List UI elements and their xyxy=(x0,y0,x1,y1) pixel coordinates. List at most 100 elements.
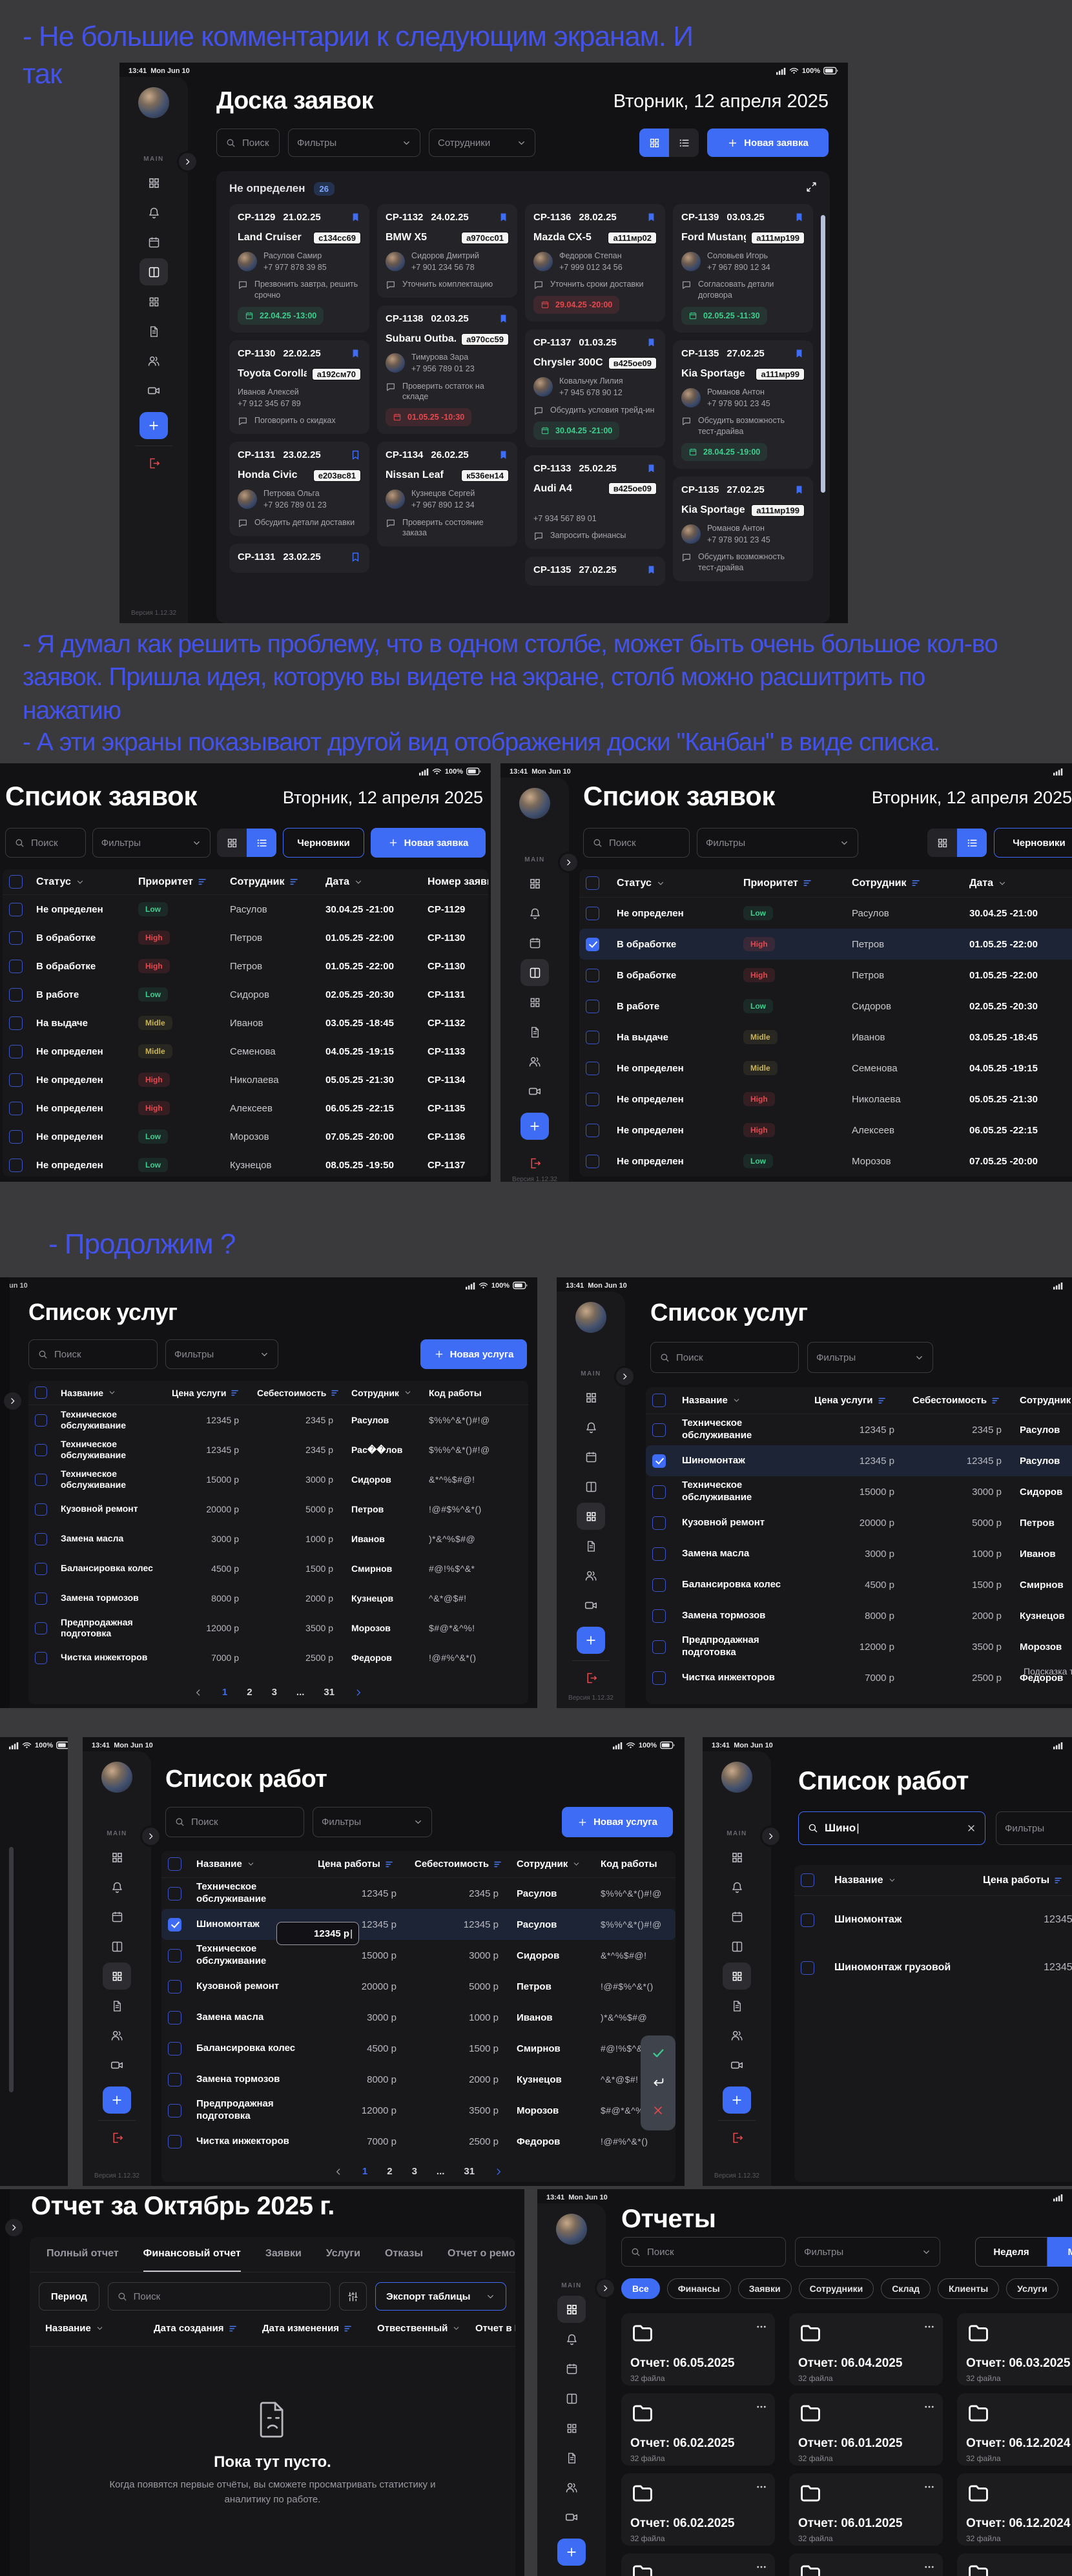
pagination-next[interactable] xyxy=(494,2167,503,2176)
request-row[interactable]: Не определен Low Кузнецов 08.05.25 -19:5… xyxy=(3,1151,488,1177)
bookmark-icon[interactable] xyxy=(350,348,361,362)
row-checkbox[interactable] xyxy=(652,1640,666,1654)
column-header-status[interactable]: Статус xyxy=(617,878,743,889)
clear-search-button[interactable] xyxy=(966,1823,976,1833)
card-menu-button[interactable] xyxy=(923,2321,935,2336)
report-folder-card-partial[interactable] xyxy=(789,2553,943,2576)
sidebar-item-video[interactable] xyxy=(103,2052,131,2079)
filters-dropdown[interactable]: Фильтры xyxy=(697,828,858,858)
filter-settings-button[interactable] xyxy=(339,2282,367,2311)
filter-chip[interactable]: Склад xyxy=(881,2278,931,2299)
row-checkbox[interactable] xyxy=(35,1473,47,1486)
logout-button[interactable] xyxy=(723,2125,751,2150)
sidebar-expand-button[interactable] xyxy=(762,1828,779,1845)
row-checkbox[interactable] xyxy=(9,931,23,945)
logout-button[interactable] xyxy=(521,1150,549,1176)
service-row[interactable]: Предпродажная подготовка 12000 р 3500 р … xyxy=(28,1613,528,1643)
sidebar-item-calendar[interactable] xyxy=(103,1903,131,1930)
pagination-page[interactable]: ... xyxy=(436,2166,445,2177)
sidebar-item-apps[interactable] xyxy=(103,1963,131,1990)
column-header-name[interactable]: Название xyxy=(834,1875,983,1886)
sidebar-item-notifications[interactable] xyxy=(139,199,168,226)
report-folder-card[interactable]: Отчет: 06.04.2025 32 файла xyxy=(789,2313,943,2385)
bookmark-icon[interactable] xyxy=(350,449,361,463)
sidebar-item-documents[interactable] xyxy=(139,318,168,345)
column-header-employee[interactable]: Сотрудник xyxy=(517,1859,601,1870)
row-checkbox[interactable] xyxy=(35,1622,47,1634)
request-card[interactable]: СР-1129 21.02.25 Land Cruiser с134сс69 Рас… xyxy=(229,204,369,333)
sidebar-expand-button[interactable] xyxy=(4,1392,21,1410)
pagination-page[interactable]: 3 xyxy=(271,1687,277,1698)
drafts-button[interactable]: Черновики xyxy=(283,828,364,858)
search-input[interactable]: Поиск xyxy=(165,1807,304,1837)
row-checkbox[interactable] xyxy=(35,1443,47,1456)
sidebar-item-dashboard[interactable] xyxy=(521,870,549,897)
sidebar-add-button[interactable] xyxy=(577,1627,605,1654)
column-header-employee[interactable]: Сотрудник xyxy=(852,878,969,889)
sidebar-item-notifications[interactable] xyxy=(103,1873,131,1901)
bookmark-icon[interactable] xyxy=(794,348,805,362)
pagination-page[interactable]: 3 xyxy=(411,2166,417,2177)
search-input[interactable]: Поиск xyxy=(621,2237,786,2267)
column-header-employee[interactable]: Сотрудник xyxy=(351,1388,429,1398)
row-checkbox[interactable] xyxy=(35,1592,47,1605)
search-input[interactable]: Поиск xyxy=(216,129,280,157)
cancel-button[interactable] xyxy=(652,2104,665,2120)
request-row[interactable]: Не определен Low Морозов 07.05.25 -20:00… xyxy=(579,1146,1072,1177)
column-header-name[interactable]: Название xyxy=(61,1388,172,1398)
service-row[interactable]: Кузовной ремонт 20000 р 5000 р Петров !@… xyxy=(646,1507,1072,1538)
sidebar-item-clients[interactable] xyxy=(577,1562,605,1589)
sidebar-add-button[interactable] xyxy=(723,2087,751,2114)
row-checkbox[interactable] xyxy=(9,902,23,916)
pagination-page[interactable]: 31 xyxy=(464,2166,475,2177)
card-menu-button[interactable] xyxy=(923,2561,935,2576)
bookmark-icon[interactable] xyxy=(794,212,805,225)
work-row[interactable]: Замена масла 3000 р 1000 р Иванов )*&^%$… xyxy=(161,2002,675,2033)
service-row[interactable]: Замена масла 3000 р 1000 р Иванов )*&^%$… xyxy=(28,1524,528,1554)
sidebar-item-kanban[interactable] xyxy=(557,2385,586,2412)
row-checkbox[interactable] xyxy=(652,1671,666,1685)
row-checkbox[interactable] xyxy=(9,1073,23,1087)
service-row[interactable]: Предпродажная подготовка 12000 р 3500 р … xyxy=(646,1631,1072,1662)
column-header-name[interactable]: Название xyxy=(45,2323,154,2334)
scrollbar[interactable] xyxy=(821,215,825,493)
request-row[interactable]: Не определен Low Морозов 07.05.25 -20:00… xyxy=(3,1122,488,1151)
service-row[interactable]: Замена масла 3000 р 1000 р Иванов )*&^%$… xyxy=(646,1538,1072,1569)
report-folder-card[interactable]: Отчет: 06.05.2025 32 файла xyxy=(621,2313,775,2385)
pagination-page[interactable]: 1 xyxy=(362,2166,368,2177)
sidebar-expand-button[interactable] xyxy=(142,1828,160,1845)
new-request-button[interactable]: Новая заявка xyxy=(707,129,829,157)
request-row[interactable]: В обработке High Петров 01.05.25 -22:00 … xyxy=(579,960,1072,991)
view-toggle-kanban[interactable] xyxy=(639,129,669,157)
work-row[interactable]: Чистка инжекторов 7000 р 2500 р Федоров … xyxy=(161,2126,675,2157)
request-row[interactable]: В обработке High Петров 01.05.25 -22:00 … xyxy=(3,952,488,980)
column-header-priority[interactable]: Приоритет xyxy=(743,878,852,889)
sidebar-item-apps[interactable] xyxy=(521,989,549,1016)
sidebar-item-dashboard[interactable] xyxy=(723,1844,751,1871)
request-row[interactable]: В работе Low Сидоров 02.05.25 -20:30 СР-… xyxy=(579,991,1072,1022)
sidebar-add-button[interactable] xyxy=(557,2539,586,2566)
row-checkbox[interactable] xyxy=(586,1030,599,1044)
request-row[interactable]: В обработке High Петров 01.05.25 -22:00 … xyxy=(3,923,488,952)
sidebar-item-clients[interactable] xyxy=(723,2022,751,2049)
search-input[interactable]: Поиск xyxy=(107,2282,331,2311)
sidebar-expand-button[interactable] xyxy=(616,1368,634,1385)
row-checkbox[interactable] xyxy=(35,1414,47,1427)
request-row[interactable]: Не определен High Николаева 05.05.25 -21… xyxy=(579,1084,1072,1115)
report-folder-card[interactable]: Отчет: 06.01.2025 32 файла xyxy=(789,2473,943,2546)
sidebar-item-clients[interactable] xyxy=(103,2022,131,2049)
select-all-checkbox[interactable] xyxy=(586,876,599,890)
column-header-modified[interactable]: Дата изменения xyxy=(262,2323,377,2334)
row-checkbox[interactable] xyxy=(9,987,23,1002)
row-checkbox[interactable] xyxy=(9,1016,23,1030)
service-row[interactable]: Техническое обслуживание 12345 р 2345 р … xyxy=(646,1414,1072,1445)
work-row[interactable]: Замена тормозов 8000 р 2000 р Кузнецов ^… xyxy=(161,2064,675,2095)
sidebar-item-dashboard[interactable] xyxy=(103,1844,131,1871)
sidebar-item-video[interactable] xyxy=(521,1078,549,1105)
request-row[interactable]: Не определен Midle Семенова 04.05.25 -19… xyxy=(3,1037,488,1066)
sidebar-item-documents[interactable] xyxy=(521,1018,549,1046)
row-checkbox[interactable] xyxy=(9,959,23,973)
period-button[interactable]: Период xyxy=(39,2282,99,2311)
report-folder-card[interactable]: Отчет: 06.12.2024 32 файла xyxy=(957,2393,1072,2466)
row-checkbox[interactable] xyxy=(652,1485,666,1499)
